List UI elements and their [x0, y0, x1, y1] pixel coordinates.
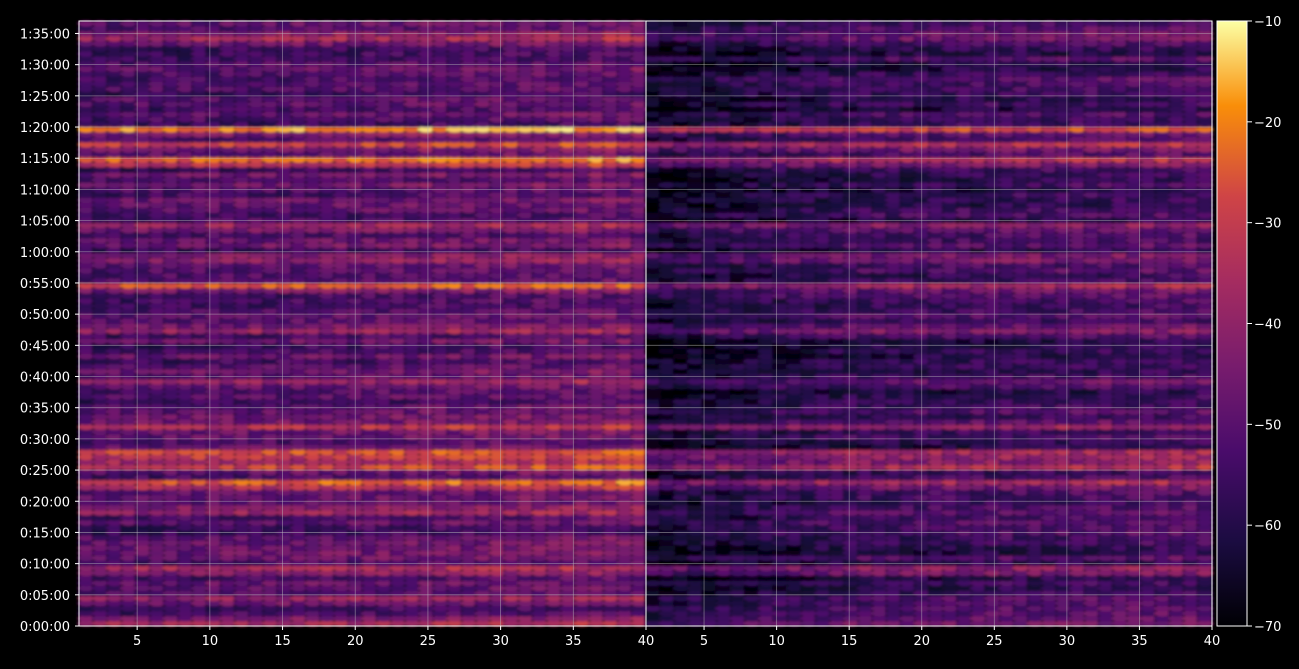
right-panel: [644, 20, 1213, 626]
left-panel: [77, 20, 647, 626]
panel-background: [79, 21, 646, 626]
panel-background: [646, 21, 1212, 626]
